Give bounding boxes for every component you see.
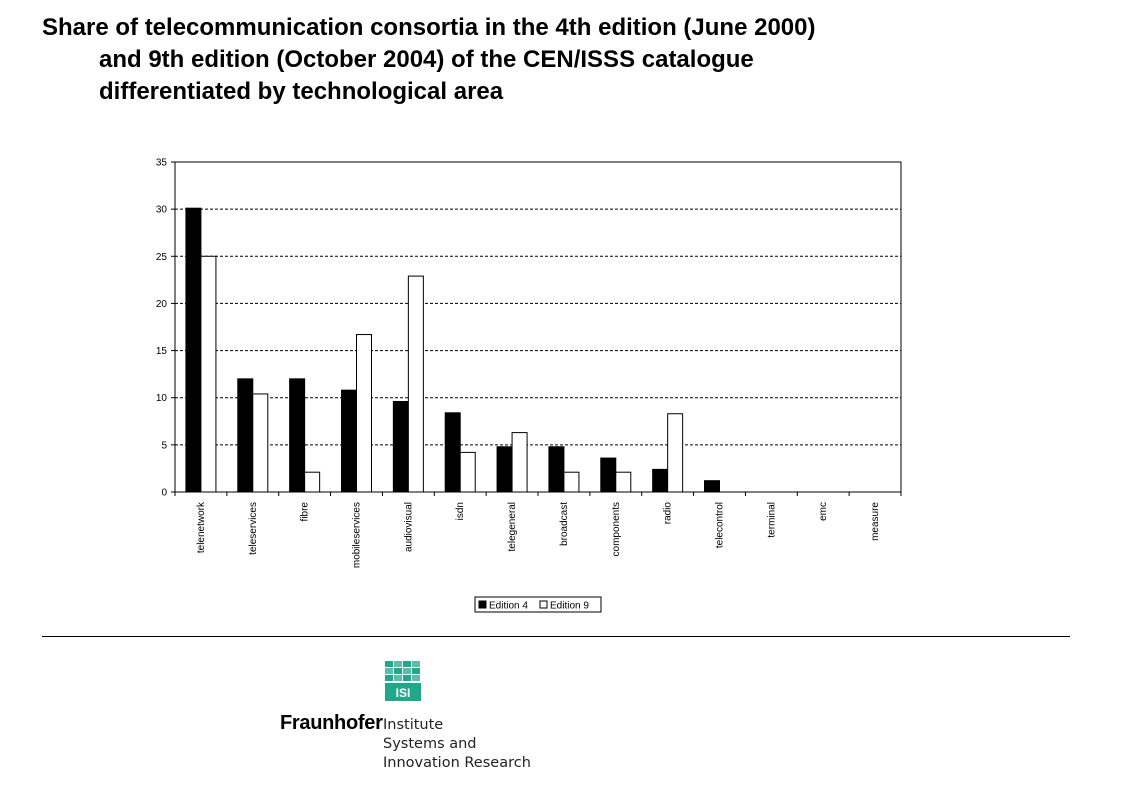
x-category-label: telegeneral — [507, 502, 518, 551]
logo-grid-cell — [385, 668, 393, 674]
axes — [171, 161, 902, 496]
x-category-label: broadcast — [559, 502, 570, 546]
bar-edition-4-teleservices — [237, 378, 254, 493]
bar-edition-9-isdn — [459, 451, 476, 493]
legend-label: Edition 4 — [489, 601, 528, 612]
y-tick-label: 35 — [156, 158, 168, 169]
x-category-label: audiovisual — [403, 502, 414, 552]
legend-swatch — [539, 600, 548, 609]
bar-edition-9-mobileservices — [356, 334, 372, 493]
axis-labels: 0 5 10 15 20 25 30 35 telenetwork teleservices fib… — [156, 158, 881, 569]
bar-edition-4-mobileservices — [341, 389, 357, 493]
legend-box — [474, 596, 602, 613]
logo-grid-cell — [385, 675, 393, 681]
title-line-1: Share of telecommunication consortia in … — [42, 14, 816, 41]
x-category-label: components — [611, 502, 622, 556]
x-category-label: mobileservices — [352, 502, 363, 568]
bar-edition-4-fibre — [289, 378, 306, 493]
logo-grid-cell — [403, 675, 411, 681]
bar-edition-4-broadcast — [548, 446, 565, 493]
slide-title: Share of telecommunication consortia in … — [42, 12, 1102, 108]
x-category-label: fibre — [300, 502, 311, 522]
bar-edition-9-telegeneral — [511, 432, 528, 493]
logo-institute-line-2: Systems and — [383, 736, 477, 752]
x-category-label: teleservices — [248, 502, 259, 555]
logo-institute-name: Institute Systems and Innovation Researc… — [383, 716, 531, 773]
logo-grid-cell — [412, 661, 420, 667]
bar-edition-9-components — [615, 471, 632, 493]
x-category-label: radio — [663, 502, 674, 525]
logo-grid-cell — [412, 675, 420, 681]
bar-edition-4-components — [600, 457, 617, 493]
y-tick-label: 0 — [161, 488, 167, 499]
x-category-label: telenetwork — [196, 501, 207, 553]
y-tick-label: 5 — [161, 440, 167, 451]
y-tick-label: 30 — [156, 205, 168, 216]
plot-area — [174, 161, 902, 493]
logo-grid-cell — [394, 675, 402, 681]
bar-edition-9-fibre — [304, 471, 321, 493]
legend-label: Edition 9 — [550, 601, 589, 612]
logo-institute-line-1: Institute — [383, 717, 444, 733]
logo-grid-cell — [394, 668, 402, 674]
logo-grid-cell — [412, 668, 420, 674]
logo-institute-line-3: Innovation Research — [383, 755, 531, 771]
logo-grid-cell — [394, 661, 402, 667]
bar-chart: 0 5 10 15 20 25 30 35 telenetwork teleservices fib… — [156, 158, 902, 613]
bar-edition-4-telenetwork — [185, 207, 202, 493]
bar-edition-4-telegeneral — [496, 446, 513, 493]
bar-edition-9-radio — [667, 413, 684, 493]
bar-edition-9-audiovisual — [407, 275, 424, 493]
isi-logo-icon: ISI — [385, 661, 421, 701]
x-category-label: terminal — [766, 502, 777, 538]
bar-edition-4-telecontrol — [704, 480, 720, 493]
bar-edition-9-teleservices — [252, 393, 269, 493]
bar-edition-9-telenetwork — [200, 255, 217, 493]
x-category-label: isdn — [455, 502, 466, 520]
logo-grid-cell — [403, 668, 411, 674]
x-category-label: measure — [870, 502, 881, 541]
logo-icon-text: ISI — [396, 686, 411, 700]
bar-edition-9-broadcast — [563, 471, 580, 493]
title-line-3: differentiated by technological area — [99, 78, 504, 105]
legend: Edition 4 Edition 9 — [474, 596, 602, 613]
logo-wordmark: Fraunhofer — [280, 712, 383, 734]
logo-text-block — [385, 683, 421, 701]
y-tick-label: 25 — [156, 252, 168, 263]
bar-edition-4-isdn — [444, 412, 461, 493]
x-category-label: emc — [818, 502, 829, 521]
grid-lines — [175, 208, 901, 446]
bar-edition-4-radio — [652, 468, 669, 493]
y-tick-label: 10 — [156, 393, 168, 404]
y-tick-label: 15 — [156, 346, 168, 357]
title-line-2: and 9th edition (October 2004) of the CE… — [99, 46, 754, 73]
y-tick-label: 20 — [156, 299, 168, 310]
footer-divider — [42, 636, 1070, 637]
x-category-label: telecontrol — [715, 502, 726, 548]
bar-edition-4-audiovisual — [392, 400, 409, 493]
legend-swatch — [478, 600, 487, 609]
logo-grid-cell — [385, 661, 393, 667]
fraunhofer-isi-logo: ISI Fraunhofer Institute Systems and Inn… — [280, 660, 540, 785]
logo-grid-cell — [403, 661, 411, 667]
